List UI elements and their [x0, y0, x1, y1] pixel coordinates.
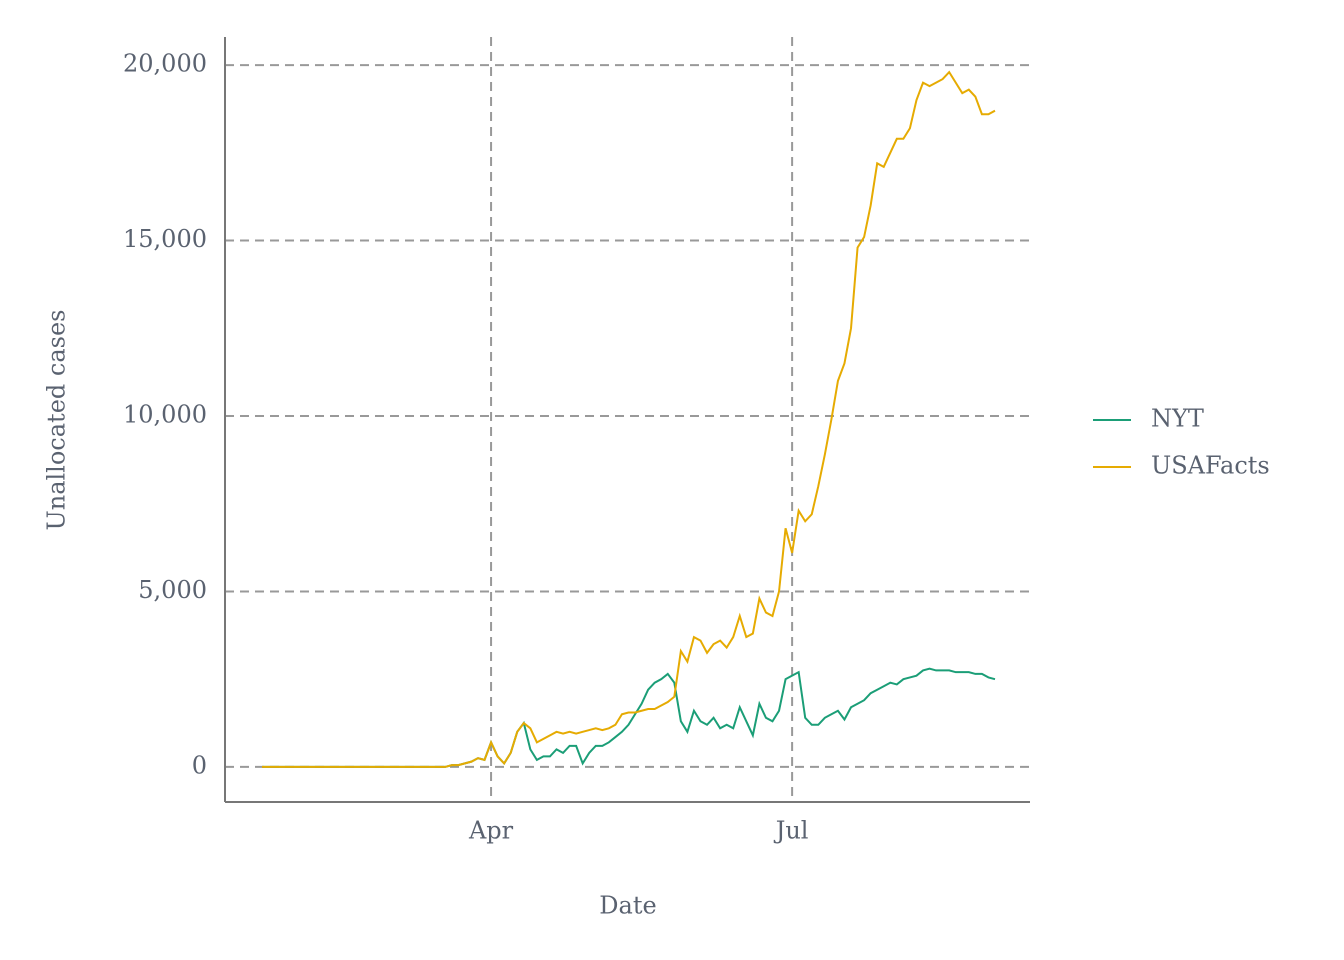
y-tick-label: 20,000	[123, 50, 207, 78]
legend-label: NYT	[1151, 405, 1204, 433]
y-tick-label: 15,000	[123, 225, 207, 253]
y-tick-label: 5,000	[138, 576, 207, 604]
legend-label: USAFacts	[1151, 452, 1270, 480]
y-axis-label: Unallocated cases	[43, 310, 71, 531]
x-axis-label: Date	[599, 892, 656, 920]
x-tick-label: Apr	[468, 817, 514, 845]
series-line	[262, 667, 996, 768]
y-tick-label: 0	[192, 751, 207, 779]
y-tick-label: 10,000	[123, 400, 207, 428]
series-line	[262, 70, 996, 768]
x-tick-label: Jul	[773, 817, 809, 845]
